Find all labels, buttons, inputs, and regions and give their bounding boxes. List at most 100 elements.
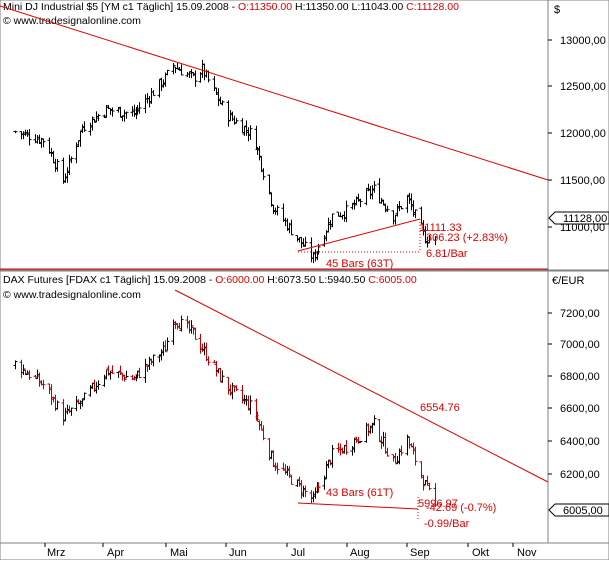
annotation-resistance-bottom: 6554.76 <box>420 402 460 414</box>
watermark-bottom: © www.tradesignalonline.com <box>3 289 141 301</box>
y-tick-label: 11000,00 <box>560 222 605 234</box>
ohlc-bar <box>405 434 410 456</box>
y-tick-label: 6400,00 <box>560 436 600 448</box>
x-tick-jun: Jun <box>229 547 247 559</box>
ohlc-bar <box>96 113 101 121</box>
ohlc-bar <box>413 209 418 219</box>
ohlc-bar <box>261 168 266 180</box>
ohlc-bar <box>289 475 294 485</box>
y-tick-label: 11500,00 <box>560 175 605 187</box>
y-axis-ticks-top: 13000,00 12500,00 12000,00 11500,00 1100… <box>548 35 606 234</box>
ohlc-bar <box>248 395 253 415</box>
panel-bottom[interactable]: DAX Futures [FDAX c1 Täglich] 15.09.2008… <box>0 270 609 544</box>
y-axis-ticks-bottom: 7200,00 7000,00 6800,00 6600,00 6400,00 … <box>548 308 600 481</box>
annotation-point-value-top: 11111.33 <box>419 222 462 234</box>
ohlc-bar <box>234 385 239 392</box>
ohlc-bar <box>261 425 266 441</box>
ohlc-bar <box>165 69 170 76</box>
y-axis-panel-bottom <box>547 270 609 544</box>
annotation-bars-bottom: 43 Bars (61T) <box>326 487 393 499</box>
panel-top[interactable]: Mini DJ Industrial $5 [YM c1 Täglich] 15… <box>0 0 609 271</box>
ohlc-bar <box>433 236 438 246</box>
ohlc-bar <box>269 192 274 207</box>
ohlc-bar <box>55 400 60 410</box>
y-tick-label: 6600,00 <box>560 403 600 415</box>
x-tick-okt: Okt <box>472 547 489 559</box>
annotation-change-top: 306.23 (+2.83%) <box>426 232 508 244</box>
ohlc-bar <box>352 199 357 210</box>
ohlc-bar <box>41 138 46 148</box>
ohlc-bar <box>372 181 377 193</box>
annotation-per-bar-bottom: -0.99/Bar <box>424 518 470 530</box>
ohlc-bar <box>21 364 26 375</box>
y-tick-label: 12000,00 <box>560 128 606 140</box>
annotation-point-value-bottom: 5996.97 <box>418 498 458 510</box>
ohlc-bar <box>275 205 280 216</box>
ohlc-bar <box>433 483 438 507</box>
ohlc-bar <box>427 482 432 491</box>
ohlc-bar <box>257 145 262 161</box>
ohlc-bar <box>330 213 335 228</box>
ohlc-bar <box>220 100 225 106</box>
y-tick-label: 6800,00 <box>560 371 600 383</box>
ohlc-bar <box>358 441 363 444</box>
last-price-marker-bottom: 6005,00 <box>548 503 609 517</box>
ohlc-bar <box>13 130 18 134</box>
ohlc-bar <box>399 445 404 456</box>
ohlc-bar <box>179 64 184 76</box>
ohlc-bar <box>344 440 349 455</box>
ohlc-bar <box>358 198 363 208</box>
support-trendline-top[interactable] <box>297 218 421 252</box>
y-tick-label: 6200,00 <box>560 469 600 481</box>
ohlc-bar <box>171 62 176 75</box>
x-tick-jul: Jul <box>291 547 305 559</box>
ohlc-bar <box>69 407 74 416</box>
y-tick-label: 7200,00 <box>560 308 600 320</box>
x-tick-apr: Apr <box>107 547 124 559</box>
ohlc-bar <box>124 111 129 119</box>
ohlc-bar <box>137 102 142 114</box>
x-tick-mrz: Mrz <box>47 547 65 559</box>
ohlc-bar <box>413 446 418 466</box>
annotation-bars-top: 45 Bars (63T) <box>326 258 393 270</box>
ohlc-bar <box>173 321 178 329</box>
ohlc-bar <box>303 485 308 498</box>
plot-area-bottom <box>0 270 549 544</box>
ohlc-bar <box>267 174 272 195</box>
title-top: Mini DJ Industrial $5 [YM c1 Täglich] 15… <box>3 1 459 13</box>
ohlc-bar <box>234 117 239 124</box>
y-tick-label: 7000,00 <box>560 339 600 351</box>
resistance-trendline-top[interactable] <box>0 5 549 181</box>
ohlc-bar <box>399 206 404 210</box>
ohlc-bar <box>82 392 87 401</box>
watermark-top: © www.tradesignalonline.com <box>3 15 141 27</box>
ohlc-bar <box>69 156 74 164</box>
ohlc-bar <box>179 315 184 332</box>
ohlc-bar <box>13 360 18 370</box>
resistance-trendline-bottom[interactable] <box>174 289 549 483</box>
ohlc-bar <box>193 70 198 87</box>
ohlc-bar <box>385 447 390 457</box>
plot-area-top <box>0 0 549 271</box>
annotation-per-bar-top: 6.81/Bar <box>426 248 468 260</box>
ohlc-bar <box>151 354 156 367</box>
x-tick-aug: Aug <box>350 547 370 559</box>
currency-top: $ <box>554 4 560 16</box>
ohlc-bar <box>90 116 95 131</box>
x-tick-sep: Sep <box>410 547 430 559</box>
ohlc-bar <box>255 411 260 422</box>
ohlc-bars-bottom <box>13 315 438 507</box>
x-axis-ticks <box>44 543 514 547</box>
last-price-marker-top: 11128,00 <box>548 211 609 225</box>
ohlc-bar <box>41 379 46 390</box>
ohlc-bar <box>385 205 390 212</box>
ohlc-bar <box>27 129 32 146</box>
ohlc-bar <box>96 380 101 390</box>
x-axis: Mrz Apr Mai Jun Jul Aug Sep Okt Nov <box>0 542 609 561</box>
support-trendline-bottom[interactable] <box>297 502 419 510</box>
ohlc-bar <box>55 158 60 172</box>
last-price-label-top: 11128,00 <box>563 213 607 225</box>
ohlc-bar <box>248 125 253 140</box>
